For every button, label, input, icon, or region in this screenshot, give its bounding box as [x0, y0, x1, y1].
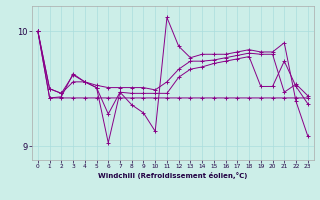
X-axis label: Windchill (Refroidissement éolien,°C): Windchill (Refroidissement éolien,°C) [98, 172, 247, 179]
